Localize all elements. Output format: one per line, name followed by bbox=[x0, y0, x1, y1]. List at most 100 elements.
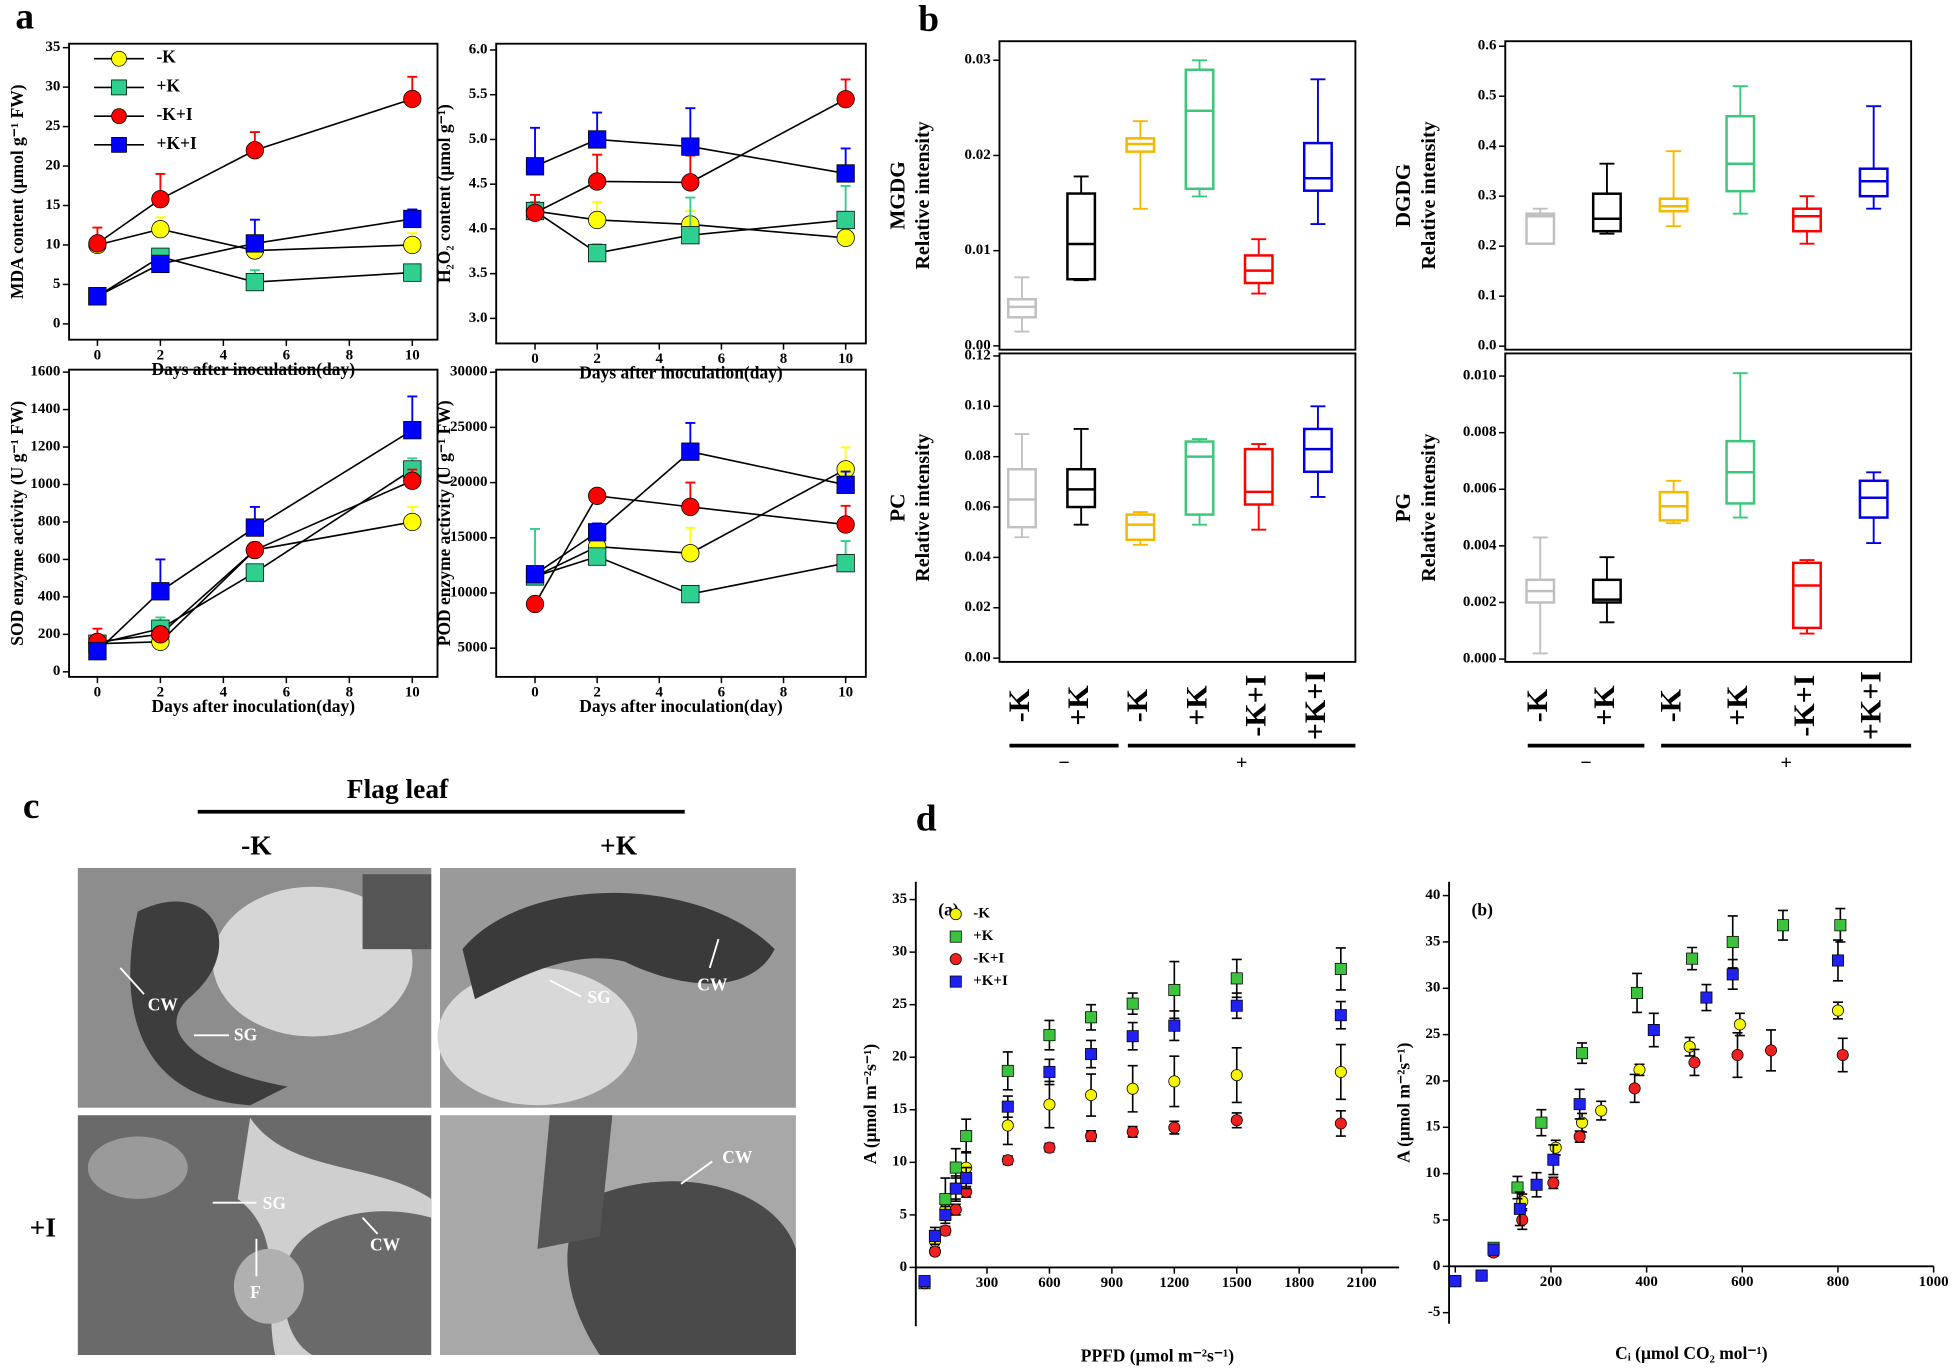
marker bbox=[151, 190, 170, 209]
y-axis-label: SOD enzyme activity (U g⁻¹ FW) bbox=[7, 401, 27, 646]
y-tick-label: 0.03 bbox=[965, 52, 991, 68]
marker bbox=[151, 582, 170, 601]
category-label: +K bbox=[1180, 685, 1213, 726]
marker bbox=[1834, 919, 1847, 932]
marker bbox=[1530, 1178, 1543, 1191]
series-line bbox=[97, 468, 413, 645]
series-line bbox=[97, 228, 413, 252]
y-tick-label: 0.3 bbox=[1478, 188, 1497, 204]
box bbox=[1858, 167, 1889, 198]
marker bbox=[949, 908, 962, 921]
category-label: -K bbox=[1654, 688, 1687, 722]
y-tick-label: 0 bbox=[900, 1259, 907, 1275]
annotation: SG bbox=[587, 987, 611, 1007]
box bbox=[1243, 447, 1274, 506]
y-tick-label: 35 bbox=[1425, 933, 1440, 949]
plot-frame bbox=[68, 368, 439, 678]
marker bbox=[111, 50, 127, 67]
marker bbox=[681, 137, 700, 156]
marker bbox=[836, 228, 855, 247]
y-axis-label: Relative intensity bbox=[1418, 121, 1440, 269]
x-tick-label: 800 bbox=[1827, 1274, 1849, 1290]
marker bbox=[1633, 1063, 1646, 1076]
marker bbox=[939, 1193, 952, 1206]
marker bbox=[1043, 1098, 1056, 1111]
y-tick-label: 15 bbox=[1425, 1119, 1440, 1135]
column-label: +K bbox=[600, 830, 638, 860]
marker bbox=[111, 108, 127, 125]
marker bbox=[1085, 1048, 1098, 1061]
y-tick-label: 0.10 bbox=[965, 398, 991, 414]
marker bbox=[1683, 1040, 1696, 1053]
whisker bbox=[1014, 276, 1030, 333]
whisker bbox=[1666, 479, 1682, 525]
y-tick-label: 1000 bbox=[30, 476, 60, 492]
marker bbox=[525, 594, 545, 614]
y-tick-label: 0.000 bbox=[1463, 651, 1497, 667]
marker bbox=[1001, 1100, 1014, 1113]
y-tick-label: 0.08 bbox=[965, 448, 991, 464]
plot-frame bbox=[1504, 40, 1913, 351]
marker bbox=[836, 210, 855, 230]
y-tick-label: 0.010 bbox=[1463, 368, 1497, 384]
y-tick-label: 0.12 bbox=[965, 347, 991, 363]
series-line bbox=[534, 210, 846, 254]
micrograph-title: Flag leaf bbox=[347, 774, 449, 804]
marker bbox=[1513, 1202, 1526, 1215]
whisker bbox=[1599, 162, 1615, 235]
category-label: +K bbox=[1721, 685, 1754, 726]
y-tick-label: 10 bbox=[1425, 1165, 1440, 1181]
x-tick-label: 2 bbox=[157, 347, 164, 363]
annotation: SG bbox=[234, 1025, 258, 1045]
y-tick-label: 5 bbox=[53, 276, 60, 292]
series-line bbox=[534, 210, 846, 239]
marker bbox=[1001, 1119, 1014, 1132]
y-tick-label: 0 bbox=[53, 315, 60, 331]
marker bbox=[245, 141, 264, 160]
x-tick-label: 6 bbox=[718, 351, 726, 367]
marker bbox=[1085, 1130, 1098, 1143]
marker bbox=[1576, 1047, 1589, 1060]
box bbox=[1591, 578, 1622, 604]
micrograph: SG CW F bbox=[77, 1115, 432, 1356]
box bbox=[1125, 513, 1156, 542]
x-tick-label: 6 bbox=[283, 685, 291, 701]
group-label: + bbox=[1236, 752, 1247, 774]
y-tick-label: 10 bbox=[45, 236, 60, 252]
marker bbox=[1535, 1116, 1548, 1129]
legend-label: -K bbox=[157, 47, 177, 67]
marker bbox=[960, 1130, 973, 1143]
marker bbox=[1733, 1018, 1746, 1031]
x-tick-label: 8 bbox=[780, 351, 787, 367]
marker bbox=[681, 497, 700, 516]
x-tick-label: 0 bbox=[531, 685, 538, 701]
y-tick-label: 5.5 bbox=[469, 86, 488, 102]
marker bbox=[245, 540, 264, 560]
series-line bbox=[534, 98, 847, 214]
category-label: -K bbox=[1003, 688, 1036, 722]
plot-frame bbox=[68, 42, 439, 341]
x-axis-label: Days after inoculation(day) bbox=[579, 363, 783, 383]
panel-label: b bbox=[918, 0, 939, 40]
marker bbox=[836, 475, 855, 494]
marker bbox=[1085, 1089, 1098, 1102]
marker bbox=[681, 544, 700, 563]
y-tick-label: 25 bbox=[1425, 1026, 1440, 1042]
chart-name: PG bbox=[1391, 493, 1415, 522]
marker bbox=[836, 164, 855, 183]
marker bbox=[1334, 1009, 1347, 1022]
box bbox=[1066, 192, 1097, 281]
category-label: +K+I bbox=[1299, 671, 1332, 740]
x-tick-label: 900 bbox=[1101, 1275, 1123, 1291]
y-tick-label: 20 bbox=[1425, 1072, 1440, 1088]
x-tick-label: 10 bbox=[838, 351, 853, 367]
group-label: − bbox=[1058, 752, 1069, 774]
marker bbox=[1085, 1011, 1098, 1024]
box bbox=[1525, 212, 1556, 245]
marker bbox=[588, 243, 607, 263]
group-label: + bbox=[1780, 752, 1791, 774]
marker bbox=[1168, 1121, 1181, 1134]
x-tick-label: 2 bbox=[593, 685, 600, 701]
series-line bbox=[97, 521, 413, 645]
